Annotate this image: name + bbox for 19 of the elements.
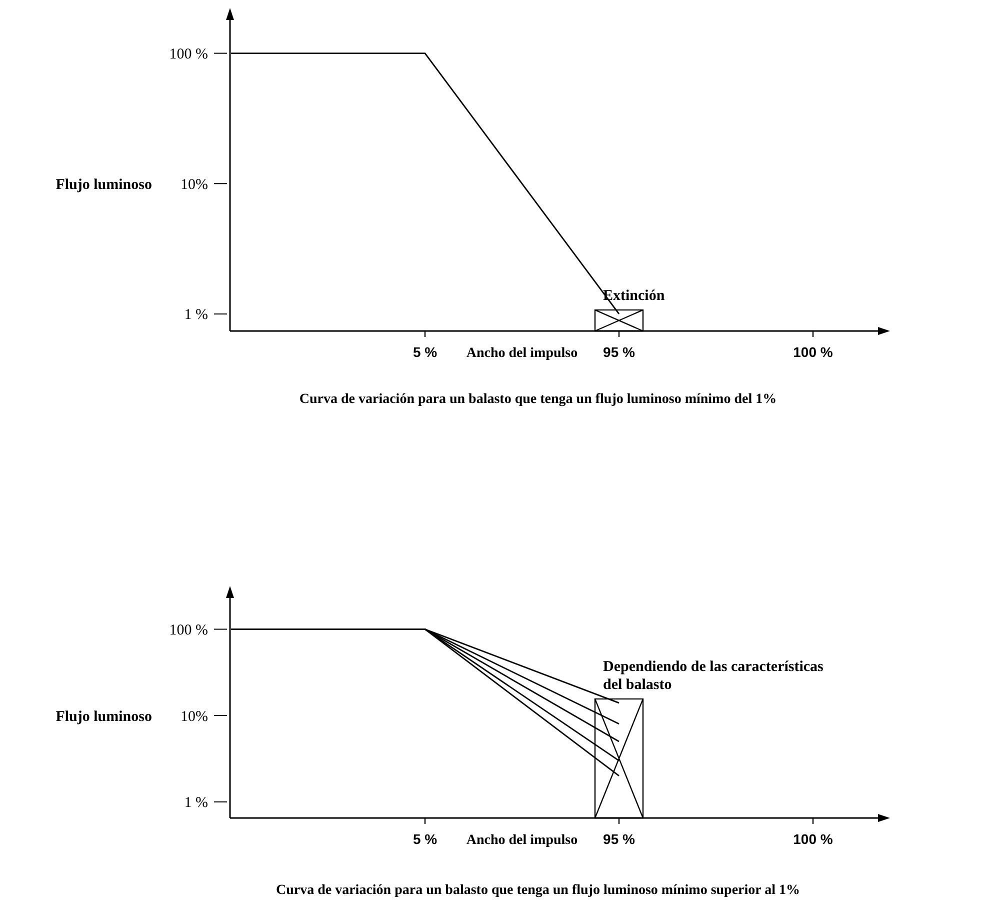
y-tick-label: 1 % <box>184 307 208 324</box>
y-tick-label: 100 % <box>169 622 208 638</box>
x-tick-label: 5 % <box>412 831 438 847</box>
x-tick-label: 5 % <box>412 344 438 360</box>
x-tick-label: 95 % <box>603 344 636 360</box>
x-tick-label: 100 % <box>793 344 834 360</box>
text: Curva de variación para un balasto que tenga un flujo luminoso mínimo del 1% <box>299 392 777 407</box>
y-tick-label: 100 % <box>169 46 208 63</box>
y-axis-title: Flujo luminoso <box>56 708 152 725</box>
x-tick-label: 95 % <box>603 831 636 847</box>
text: Curva de variación para un balasto que tenga un flujo luminoso mínimo superior al 1% <box>276 883 800 898</box>
y-axis-title: Flujo luminoso <box>56 176 152 193</box>
annotation: Dependiendo de las características del balasto <box>603 658 824 693</box>
x-axis-title: Ancho del impulso <box>466 346 578 361</box>
y-tick-label: 10% <box>180 176 208 193</box>
x-axis-title: Ancho del impulso <box>466 833 578 848</box>
x-tick-label: 100 % <box>793 831 834 847</box>
y-tick-label: 1 % <box>184 795 208 812</box>
y-tick-label: 10% <box>180 708 208 725</box>
